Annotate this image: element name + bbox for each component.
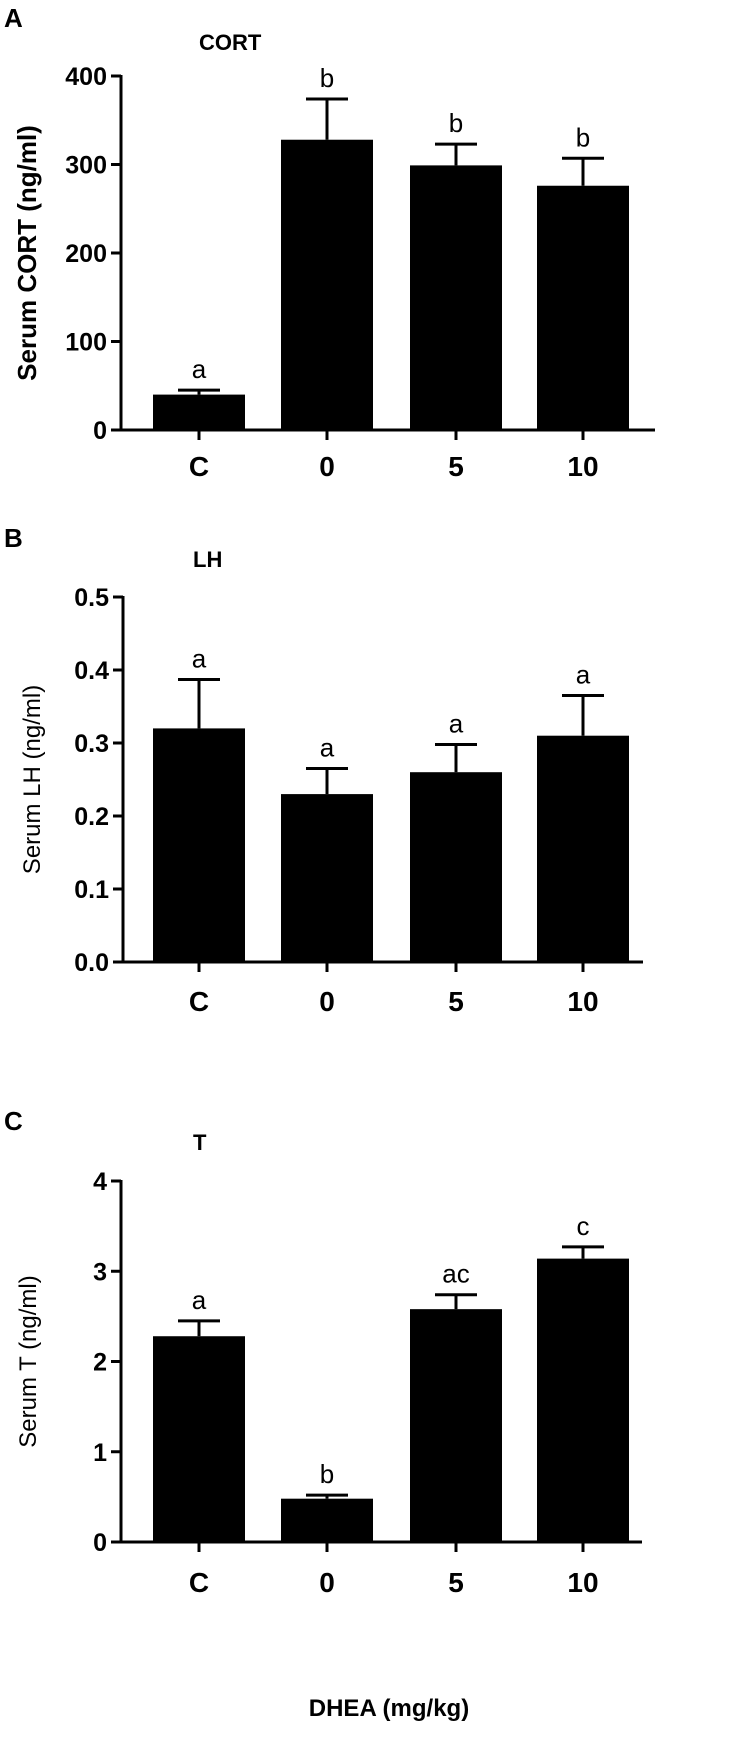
x-tick-label: 10 [567, 986, 598, 1017]
x-axis-label: DHEA (mg/kg) [309, 1695, 469, 1722]
y-tick-label: 400 [65, 63, 107, 91]
y-tick-label: 4 [93, 1168, 107, 1196]
y-tick-label: 0.1 [74, 876, 109, 904]
y-axis-label: Serum LH (ng/ml) [19, 685, 46, 874]
y-tick-label: 2 [93, 1349, 107, 1377]
x-tick-label: 10 [567, 1567, 598, 1598]
y-tick-label: 0 [93, 1529, 107, 1557]
bar [281, 1498, 373, 1542]
significance-letter: ac [442, 1259, 469, 1289]
significance-letter: b [449, 108, 463, 138]
y-tick-label: 200 [65, 240, 107, 268]
x-tick-label: 0 [319, 986, 335, 1017]
x-tick-label: C [189, 1567, 209, 1598]
panel-letter: B [4, 523, 23, 553]
x-tick-label: 0 [319, 451, 335, 482]
significance-letter: c [577, 1211, 590, 1241]
y-tick-label: 0.3 [74, 730, 109, 758]
bar [410, 772, 502, 962]
y-tick-label: 0.5 [74, 584, 109, 612]
y-axis-label: Serum CORT (ng/ml) [12, 125, 42, 381]
x-tick-label: 5 [448, 1567, 464, 1598]
bar [153, 1336, 245, 1542]
bar [281, 794, 373, 962]
significance-letter: a [192, 1285, 207, 1315]
panel-title: LH [193, 547, 222, 572]
bar [537, 1258, 629, 1542]
y-tick-label: 100 [65, 329, 107, 357]
panel-title: T [193, 1130, 207, 1155]
panel-c: C T 0 1 2 3 4 Serum T (ng/ml) a Cb 0 ac 5 c 10 DHEA (mg… [4, 1106, 642, 1722]
x-tick-label: C [189, 986, 209, 1017]
bar [410, 165, 502, 430]
y-tick-label: 0.4 [74, 657, 109, 685]
y-tick-label: 0 [93, 417, 107, 445]
panel-letter: C [4, 1106, 23, 1136]
bar [537, 735, 629, 962]
significance-letter: b [320, 1459, 334, 1489]
y-tick-label: 0.2 [74, 803, 109, 831]
significance-letter: b [576, 122, 590, 152]
y-tick-label: 1 [93, 1439, 107, 1467]
x-tick-label: 5 [448, 451, 464, 482]
y-tick-label: 0.0 [74, 949, 109, 977]
panel-title: CORT [199, 30, 262, 55]
significance-letter: a [192, 354, 207, 384]
panel-a: A CORT 0 100 200 300 400 Serum CORT (ng/ml) a Cb 0… [4, 3, 655, 482]
y-axis-label: Serum T (ng/ml) [15, 1275, 42, 1448]
significance-letter: a [320, 733, 335, 763]
significance-letter: a [192, 643, 207, 673]
significance-letter: b [320, 63, 334, 93]
y-tick-label: 3 [93, 1258, 107, 1286]
bar [153, 728, 245, 962]
significance-letter: a [576, 660, 591, 690]
x-tick-label: 10 [567, 451, 598, 482]
x-tick-label: C [189, 451, 209, 482]
panel-letter: A [4, 3, 23, 33]
bar [153, 394, 245, 430]
panel-b: B LH 0.0 0.1 0.2 0.3 0.4 0.5 Serum LH (ng/ml) a Ca… [4, 523, 643, 1017]
bar [537, 185, 629, 430]
x-tick-label: 0 [319, 1567, 335, 1598]
bar [281, 139, 373, 430]
y-tick-label: 300 [65, 152, 107, 180]
x-tick-label: 5 [448, 986, 464, 1017]
bar [410, 1309, 502, 1542]
significance-letter: a [449, 708, 464, 738]
